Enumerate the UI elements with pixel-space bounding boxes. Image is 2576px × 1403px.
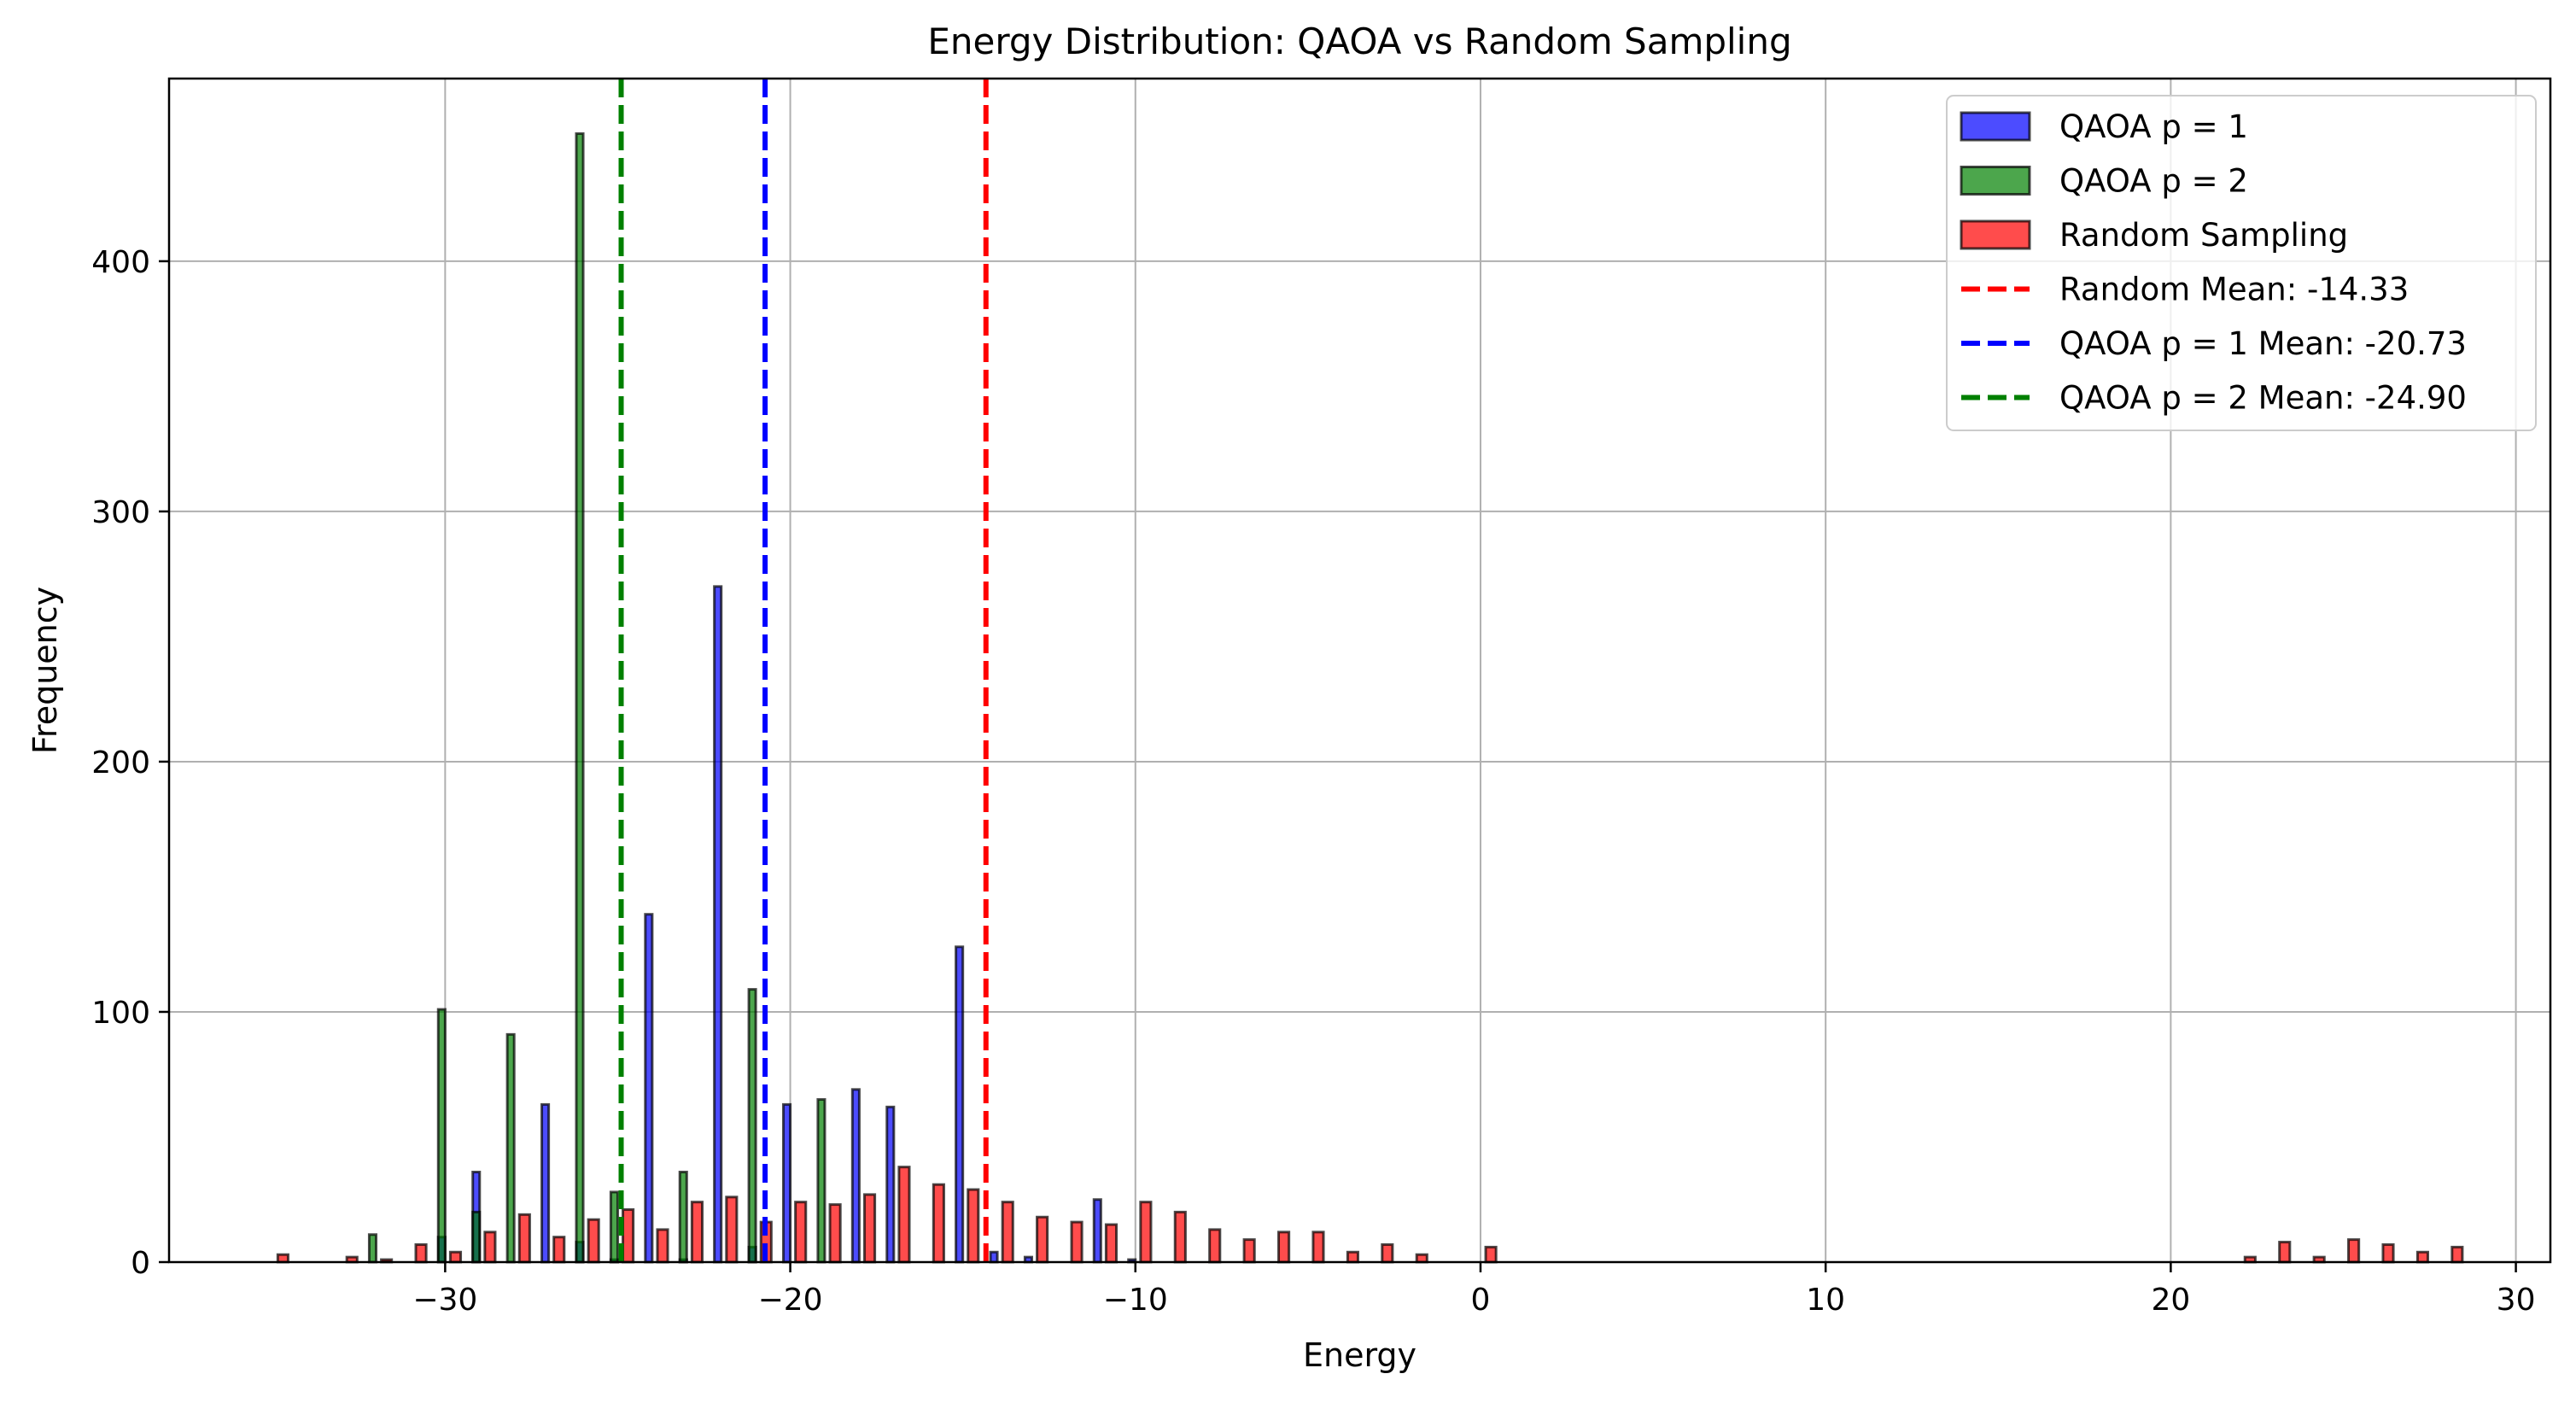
histogram-bar bbox=[1104, 1223, 1119, 1264]
histogram-bar bbox=[2278, 1241, 2292, 1264]
legend: QAOA p = 1 QAOA p = 2 Random Sampling Rando… bbox=[1946, 95, 2537, 431]
histogram-bar bbox=[448, 1250, 463, 1264]
x-tick-label: 30 bbox=[2497, 1283, 2536, 1318]
histogram-bar bbox=[517, 1213, 531, 1264]
histogram-bar bbox=[436, 1008, 447, 1264]
mean-reference-lines bbox=[618, 79, 989, 1262]
histogram-bar bbox=[414, 1242, 428, 1264]
histogram-bar bbox=[587, 1218, 600, 1264]
series-random-sampling bbox=[276, 1166, 2464, 1264]
histogram-bar bbox=[828, 1203, 842, 1264]
legend-label: Random Mean: -14.33 bbox=[2059, 272, 2409, 308]
histogram-bar bbox=[1381, 1242, 1394, 1264]
histogram-bar bbox=[1139, 1201, 1153, 1264]
histogram-bar bbox=[471, 1210, 482, 1264]
histogram-bar bbox=[552, 1236, 566, 1264]
histogram-bar bbox=[862, 1193, 877, 1264]
histogram-bar bbox=[1173, 1210, 1187, 1264]
legend-item: QAOA p = 1 Mean: -20.73 bbox=[1961, 325, 2467, 362]
series-qaoa-p-2 bbox=[367, 132, 827, 1264]
histogram-bar bbox=[505, 1032, 516, 1264]
histogram-bar bbox=[967, 1188, 980, 1264]
histogram-bar bbox=[656, 1228, 669, 1264]
histogram-bar bbox=[1277, 1231, 1291, 1264]
histogram-bar bbox=[609, 1190, 619, 1264]
x-axis-label: Energy bbox=[1303, 1336, 1417, 1374]
legend-item: QAOA p = 1 bbox=[1960, 108, 2248, 145]
histogram-bar bbox=[897, 1166, 911, 1264]
legend-box bbox=[1946, 95, 2537, 431]
histogram-bar bbox=[1415, 1253, 1428, 1264]
histogram-bar bbox=[678, 1171, 688, 1264]
histogram-bar bbox=[955, 945, 965, 1264]
histogram-bar bbox=[1484, 1245, 1498, 1264]
histogram-bar bbox=[713, 585, 723, 1264]
histogram-bar bbox=[2347, 1238, 2361, 1264]
histogram-bar bbox=[781, 1102, 792, 1264]
histogram-bar bbox=[1036, 1215, 1049, 1264]
histogram-bar bbox=[1208, 1228, 1222, 1264]
y-tick-label: 200 bbox=[91, 745, 150, 780]
histogram-bar bbox=[2415, 1250, 2430, 1264]
histogram-bar bbox=[725, 1195, 739, 1264]
legend-swatch bbox=[1960, 166, 2031, 196]
x-tick-label: 20 bbox=[2151, 1283, 2190, 1318]
histogram-bar bbox=[747, 988, 757, 1264]
legend-label: QAOA p = 2 bbox=[2059, 163, 2248, 200]
x-tick-label: −10 bbox=[1103, 1283, 1168, 1318]
legend-item: QAOA p = 2 bbox=[1960, 163, 2248, 200]
histogram-bar bbox=[989, 1250, 999, 1264]
histogram-bar bbox=[1311, 1231, 1325, 1264]
y-tick-label: 0 bbox=[131, 1246, 150, 1281]
y-axis-label: Frequency bbox=[26, 587, 64, 754]
x-tick-label: 10 bbox=[1806, 1283, 1845, 1318]
x-tick-label: −30 bbox=[412, 1283, 477, 1318]
histogram-bar bbox=[816, 1098, 827, 1264]
legend-label: QAOA p = 1 Mean: -20.73 bbox=[2059, 325, 2467, 362]
histogram-bar bbox=[1092, 1198, 1102, 1264]
histogram-bar bbox=[2381, 1242, 2395, 1264]
legend-swatch bbox=[1960, 111, 2031, 142]
legend-label: QAOA p = 2 Mean: -24.90 bbox=[2059, 380, 2467, 417]
histogram-bar bbox=[644, 913, 654, 1264]
histogram-bar bbox=[367, 1233, 378, 1264]
y-tick-label: 400 bbox=[91, 245, 150, 280]
histogram-bar bbox=[932, 1183, 945, 1264]
histogram-bar bbox=[794, 1201, 808, 1264]
legend-swatch bbox=[1960, 219, 2031, 250]
legend-label: Random Sampling bbox=[2059, 217, 2348, 254]
histogram-bar bbox=[1070, 1220, 1084, 1264]
plot-frame bbox=[167, 77, 2552, 1264]
histogram-bar bbox=[276, 1253, 289, 1264]
x-tick-label: −20 bbox=[758, 1283, 823, 1318]
histogram-bar bbox=[850, 1088, 861, 1264]
legend-item: Random Mean: -14.33 bbox=[1961, 272, 2409, 308]
histogram-bar bbox=[1242, 1238, 1256, 1264]
x-tick-label: 0 bbox=[1471, 1283, 1491, 1318]
legend-label: QAOA p = 1 bbox=[2059, 108, 2248, 145]
histogram-bar bbox=[622, 1207, 635, 1264]
histogram-bar bbox=[540, 1102, 551, 1264]
histogram-bar bbox=[1346, 1250, 1359, 1264]
chart-title: Energy Distribution: QAOA vs Random Samp… bbox=[927, 20, 1791, 62]
histogram-bar bbox=[690, 1201, 704, 1264]
y-tick-label: 100 bbox=[91, 996, 150, 1031]
legend-item: Random Sampling bbox=[1960, 217, 2348, 254]
histogram-bar bbox=[575, 132, 585, 1264]
legend-item: QAOA p = 2 Mean: -24.90 bbox=[1961, 380, 2467, 417]
histogram-bar bbox=[885, 1105, 896, 1264]
histogram-bar bbox=[1001, 1201, 1014, 1264]
histogram-bar bbox=[483, 1231, 497, 1264]
y-tick-label: 300 bbox=[91, 495, 150, 530]
histogram-bars bbox=[276, 132, 2464, 1264]
histogram-bar bbox=[2450, 1245, 2464, 1264]
